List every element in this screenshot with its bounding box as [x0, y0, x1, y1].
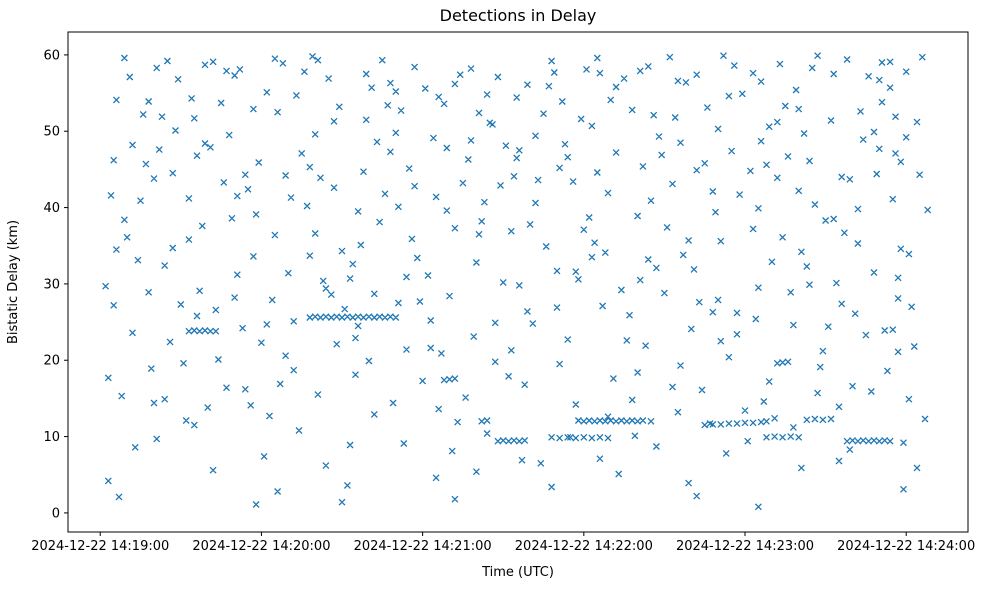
x-tick-label: 2024-12-22 14:19:00	[31, 539, 169, 554]
x-tick-label: 2024-12-22 14:24:00	[837, 539, 975, 554]
x-tick-label: 2024-12-22 14:23:00	[676, 539, 814, 554]
scatter-markers	[102, 52, 932, 511]
y-tick-label: 50	[43, 125, 60, 140]
y-tick-label: 60	[43, 48, 60, 63]
chart-title: Detections in Delay	[440, 6, 597, 25]
data-points	[102, 52, 932, 511]
y-tick-label: 40	[43, 201, 60, 216]
y-tick-label: 30	[43, 277, 60, 292]
x-tick-label: 2024-12-22 14:22:00	[515, 539, 653, 554]
x-tick-labels: 2024-12-22 14:19:00 2024-12-22 14:20:00 20…	[31, 532, 975, 554]
x-tick-label: 2024-12-22 14:20:00	[192, 539, 330, 554]
y-tick-label: 20	[43, 354, 60, 369]
x-axis-label: Time (UTC)	[481, 565, 554, 580]
x-tick-label: 2024-12-22 14:21:00	[354, 539, 492, 554]
y-tick-label: 0	[52, 506, 60, 521]
y-tick-labels: 0 10 20 30 40 50 60	[43, 48, 68, 521]
plot-area	[67, 31, 969, 533]
y-axis-label: Bistatic Delay (km)	[6, 220, 21, 344]
y-tick-label: 10	[43, 430, 60, 445]
